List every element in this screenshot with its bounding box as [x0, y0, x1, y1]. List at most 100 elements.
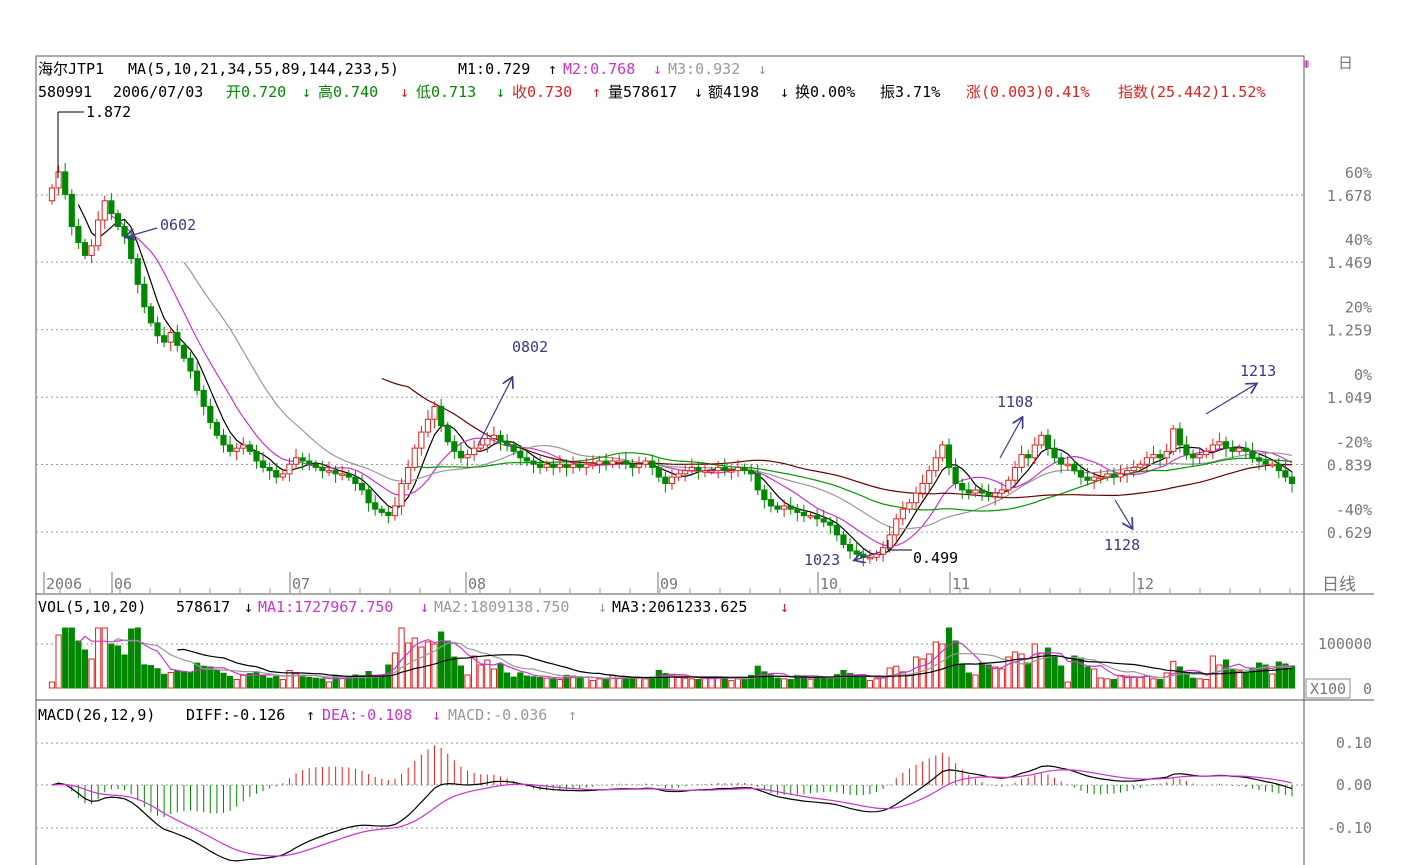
candle-body: [385, 511, 392, 517]
volume-bar: [781, 678, 788, 689]
candle-body: [965, 489, 972, 494]
volume-bar: [814, 676, 821, 689]
candle-body: [292, 457, 300, 465]
volume-bar: [147, 665, 155, 689]
volume-bar: [1262, 664, 1269, 689]
candle-body: [1137, 463, 1144, 468]
candle-body: [576, 463, 583, 468]
candle-body: [180, 344, 188, 359]
volume-bar: [1156, 679, 1164, 689]
candle-body: [1249, 450, 1256, 459]
candle-body: [1236, 447, 1243, 452]
candle-body: [253, 450, 260, 462]
volume-bar: [734, 678, 742, 689]
volume-bar: [352, 674, 359, 689]
candle-body: [431, 405, 438, 420]
candle-body: [734, 466, 742, 472]
volume-bar: [985, 664, 992, 689]
candle-body: [807, 515, 814, 518]
info-high: 高0.740: [318, 83, 378, 101]
candle-body: [299, 457, 306, 462]
candle-body: [1104, 473, 1111, 478]
info-index: 指数(25.442)1.52%: [1118, 83, 1265, 101]
candle-body: [1005, 479, 1012, 491]
volume-bar: [484, 659, 491, 689]
volume-bar: [134, 627, 141, 689]
volume-bar: [972, 674, 979, 689]
info-vol-arrow: ↓: [694, 83, 703, 101]
macd-dea-arrow: ↓: [432, 706, 441, 724]
candle-body: [932, 457, 939, 472]
candle-body: [167, 331, 174, 343]
m3-arrow: ↓: [758, 60, 767, 78]
price-axis: 60% 1.678 40% 1.469 20% 1.259 0% 1.049 -20% 0.839…: [1327, 164, 1372, 542]
price-tick-label: 0.629: [1327, 524, 1372, 542]
volume-bar: [497, 663, 504, 689]
volume-bar: [444, 640, 451, 689]
candle-body: [88, 245, 95, 256]
info-open: 开0.720: [226, 83, 286, 101]
macd-histogram: [58, 745, 1293, 818]
volume-bar: [180, 671, 188, 689]
volume-bar: [563, 674, 570, 689]
vol-ma2-line: [111, 638, 1293, 680]
date-tick-label: 10: [820, 575, 838, 593]
candle-body: [912, 492, 920, 504]
candle-body: [886, 534, 893, 549]
volume-bar: [88, 658, 95, 689]
candle-body: [959, 482, 966, 491]
volume-bar: [306, 676, 313, 689]
chart-title-ma: MA(5,10,21,34,55,89,144,233,5): [128, 60, 399, 78]
candle-body: [1229, 447, 1236, 452]
volume-bar: [589, 680, 596, 689]
volume-bar: [108, 643, 115, 689]
volume-bar: [1176, 666, 1183, 689]
volume-bar: [959, 663, 966, 689]
top-right-icon[interactable]: ⇟: [1302, 54, 1311, 72]
volume-bar: [708, 678, 715, 689]
candle-body: [1038, 434, 1045, 446]
volume-bar: [1044, 647, 1052, 689]
candle-body: [728, 470, 735, 473]
volume-bar: [761, 671, 768, 689]
volume-bar: [642, 678, 649, 689]
candle-body: [602, 460, 610, 465]
volume-bar: [833, 674, 840, 689]
volume-bar: [312, 677, 319, 689]
candle-body: [279, 473, 286, 478]
candle-body: [748, 470, 755, 475]
volume-bar: [220, 672, 227, 689]
volume-bar: [253, 671, 260, 689]
volume-bar: [431, 643, 438, 689]
volume-bar: [602, 679, 610, 689]
candle-body: [596, 460, 603, 465]
candle-body: [906, 502, 913, 510]
candle-body: [418, 431, 425, 449]
candle-body: [761, 489, 768, 501]
candle-body: [919, 482, 926, 494]
candle-body: [609, 460, 616, 465]
volume-bar: [1288, 665, 1296, 689]
info-vol: 量578617: [608, 83, 677, 101]
candle-body: [879, 547, 887, 555]
diff-line: [51, 765, 1293, 862]
candle-body: [846, 544, 854, 552]
period-icon[interactable]: 日: [1338, 54, 1353, 72]
volume-bar: [807, 678, 814, 689]
candle-body: [985, 492, 992, 497]
candle-body: [1018, 454, 1025, 468]
candle-body: [1222, 441, 1230, 449]
candle-body: [75, 225, 82, 244]
date-tick-label: 08: [468, 575, 486, 593]
volume-bar: [1242, 672, 1249, 689]
volume-bar: [325, 681, 333, 689]
candle-body: [471, 447, 478, 456]
macd-tick-label: 0.00: [1336, 776, 1372, 794]
volume-bar: [728, 680, 735, 689]
vol-unit-label[interactable]: X100: [1310, 680, 1346, 698]
candle-body: [583, 463, 590, 468]
candle-body: [424, 418, 432, 433]
candle-body: [814, 515, 821, 520]
candle-body: [68, 193, 75, 227]
vol-unit-box[interactable]: [1305, 678, 1351, 699]
